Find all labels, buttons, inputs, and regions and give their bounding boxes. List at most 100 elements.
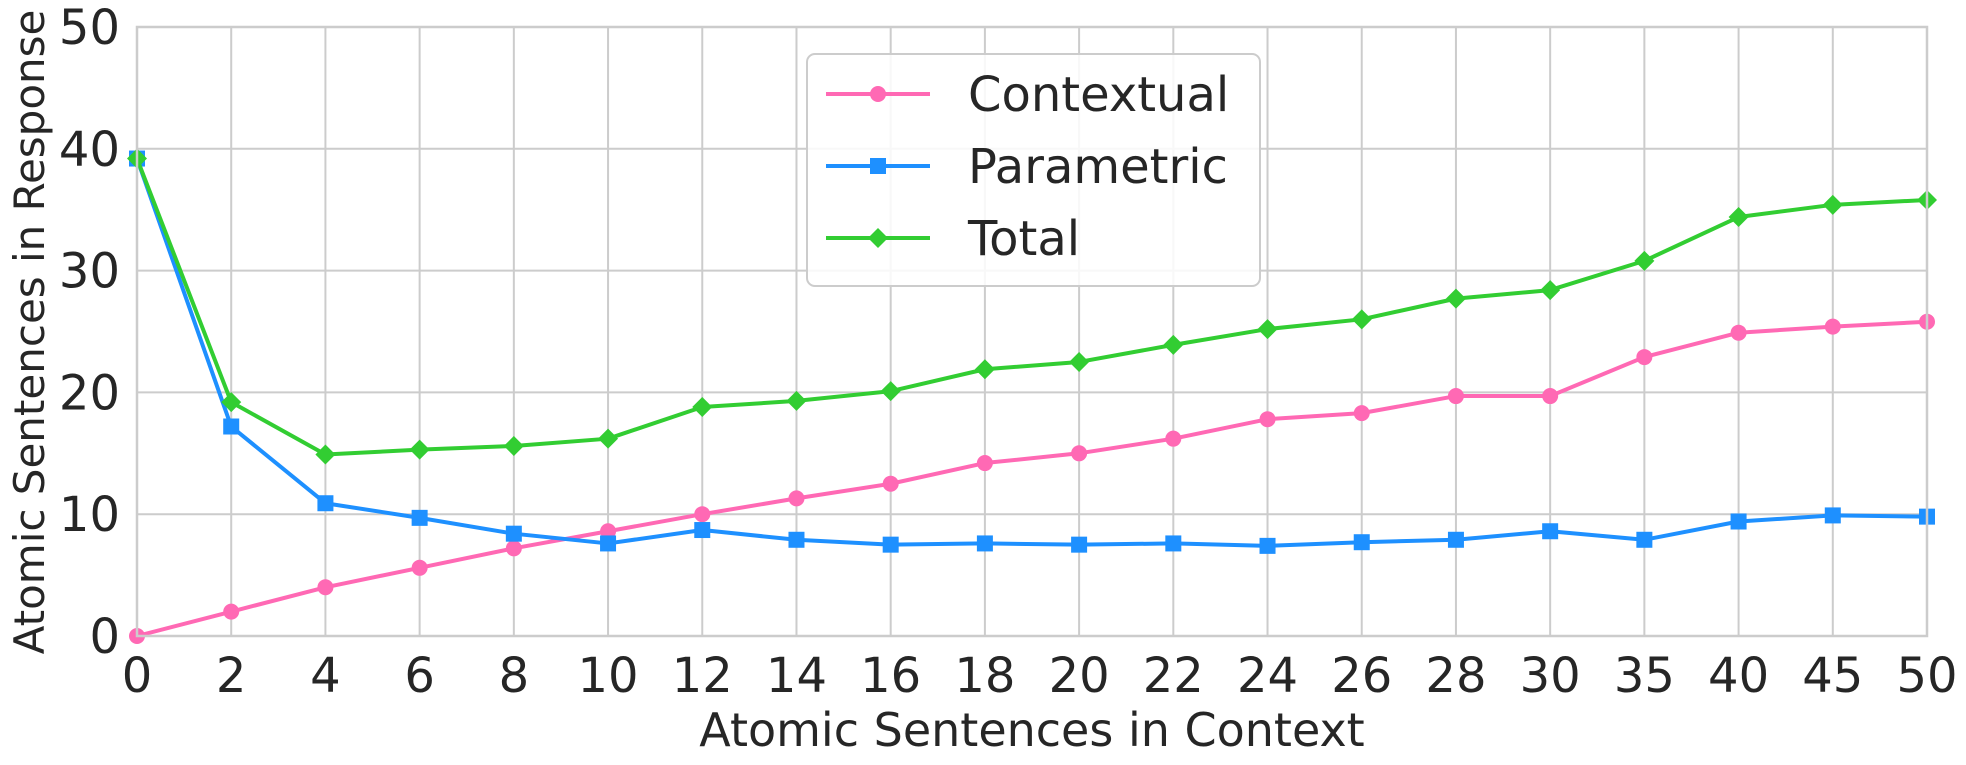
parametric-point <box>505 525 522 542</box>
x-tick-label: 14 <box>766 648 827 704</box>
contextual-point <box>1447 388 1464 405</box>
x-tick-label: 45 <box>1802 648 1863 704</box>
plot-frame <box>135 25 1929 638</box>
contextual-point <box>882 475 899 492</box>
x-tick-label: 16 <box>860 648 921 704</box>
parametric-point <box>976 535 993 552</box>
parametric-point <box>694 522 711 539</box>
legend-marker-total <box>868 228 888 248</box>
y-tick-labels: 0 10 20 30 40 50 <box>59 0 120 665</box>
x-tick-labels: 0 2 4 6 8 10 12 14 16 18 20 22 24 26 28 30 35 40 45 50 <box>122 648 1958 704</box>
contextual-point <box>1353 405 1370 422</box>
total-point <box>880 381 901 402</box>
total-point <box>692 397 713 418</box>
contextual-point <box>1259 411 1276 428</box>
contextual-point <box>317 579 334 596</box>
x-tick-label: 6 <box>404 648 435 704</box>
total-point <box>1540 280 1561 301</box>
legend-label-total: Total <box>967 211 1080 267</box>
total-point <box>974 359 995 380</box>
parametric-point <box>1636 531 1653 548</box>
legend: Contextual Parametric Total <box>806 53 1261 287</box>
total-point <box>1634 250 1655 271</box>
legend-label-contextual: Contextual <box>968 67 1229 123</box>
x-tick-label: 35 <box>1614 648 1675 704</box>
series-parametric <box>129 150 1935 554</box>
contextual-point <box>976 455 993 472</box>
x-tick-label: 10 <box>578 648 639 704</box>
contextual-point <box>223 603 240 620</box>
x-tick-label: 22 <box>1143 648 1204 704</box>
x-tick-label: 12 <box>672 648 733 704</box>
contextual-point <box>1071 445 1088 462</box>
legend-item-parametric: Parametric <box>826 139 1228 195</box>
parametric-point <box>600 535 617 552</box>
total-point <box>409 439 430 460</box>
parametric-point <box>788 531 805 548</box>
x-tick-label: 50 <box>1896 648 1957 704</box>
total-point <box>221 392 242 413</box>
series-layer <box>127 148 1937 644</box>
x-tick-label: 40 <box>1708 648 1769 704</box>
x-tick-label: 8 <box>499 648 530 704</box>
x-tick-label: 0 <box>122 648 153 704</box>
total-line <box>135 157 1928 457</box>
parametric-point <box>1353 534 1370 551</box>
parametric-point <box>411 509 428 526</box>
x-tick-label: 30 <box>1520 648 1581 704</box>
total-point <box>1257 319 1278 340</box>
parametric-point <box>1542 523 1559 540</box>
contextual-point <box>411 559 428 576</box>
contextual-point <box>788 490 805 507</box>
total-point <box>315 444 336 465</box>
total-point <box>1728 207 1749 228</box>
parametric-line <box>135 157 1928 548</box>
total-point <box>1069 351 1090 372</box>
contextual-point <box>694 506 711 523</box>
x-tick-label: 26 <box>1331 648 1392 704</box>
x-tick-label: 24 <box>1237 648 1298 704</box>
y-tick-label: 0 <box>89 609 120 665</box>
total-point <box>1445 288 1466 309</box>
total-point <box>1822 194 1843 215</box>
contextual-point <box>1730 324 1747 341</box>
contextual-point <box>1542 388 1559 405</box>
contextual-point <box>1165 430 1182 447</box>
x-tick-label: 18 <box>954 648 1015 704</box>
x-axis-label: Atomic Sentences in Context <box>699 703 1364 757</box>
y-tick-label: 10 <box>59 487 120 543</box>
parametric-point <box>1071 536 1088 553</box>
legend-box <box>806 53 1261 287</box>
parametric-point <box>1447 531 1464 548</box>
x-tick-label: 4 <box>310 648 341 704</box>
total-point <box>1351 309 1372 330</box>
parametric-point <box>1730 513 1747 530</box>
y-tick-label: 20 <box>59 365 120 421</box>
legend-label-parametric: Parametric <box>968 139 1228 195</box>
series-total <box>127 148 1937 465</box>
total-point <box>598 428 619 449</box>
contextual-point <box>1636 349 1653 366</box>
y-tick-label: 40 <box>59 122 120 178</box>
parametric-point <box>1259 537 1276 554</box>
x-tick-label: 28 <box>1425 648 1486 704</box>
contextual-point <box>600 523 617 540</box>
contextual-line <box>136 319 1928 638</box>
legend-item-contextual: Contextual <box>826 67 1229 123</box>
total-point <box>503 435 524 456</box>
legend-marker-parametric <box>870 158 886 174</box>
parametric-point <box>882 536 899 553</box>
parametric-point <box>1165 535 1182 552</box>
x-tick-label: 20 <box>1049 648 1110 704</box>
legend-item-total: Total <box>826 211 1080 267</box>
parametric-point <box>1824 507 1841 524</box>
total-point <box>1163 334 1184 355</box>
series-contextual <box>129 313 1935 644</box>
total-point <box>786 390 807 411</box>
parametric-point <box>317 495 334 512</box>
x-tick-label: 2 <box>216 648 247 704</box>
y-tick-label: 50 <box>59 0 120 56</box>
legend-marker-contextual <box>870 86 886 102</box>
parametric-point <box>223 418 240 435</box>
